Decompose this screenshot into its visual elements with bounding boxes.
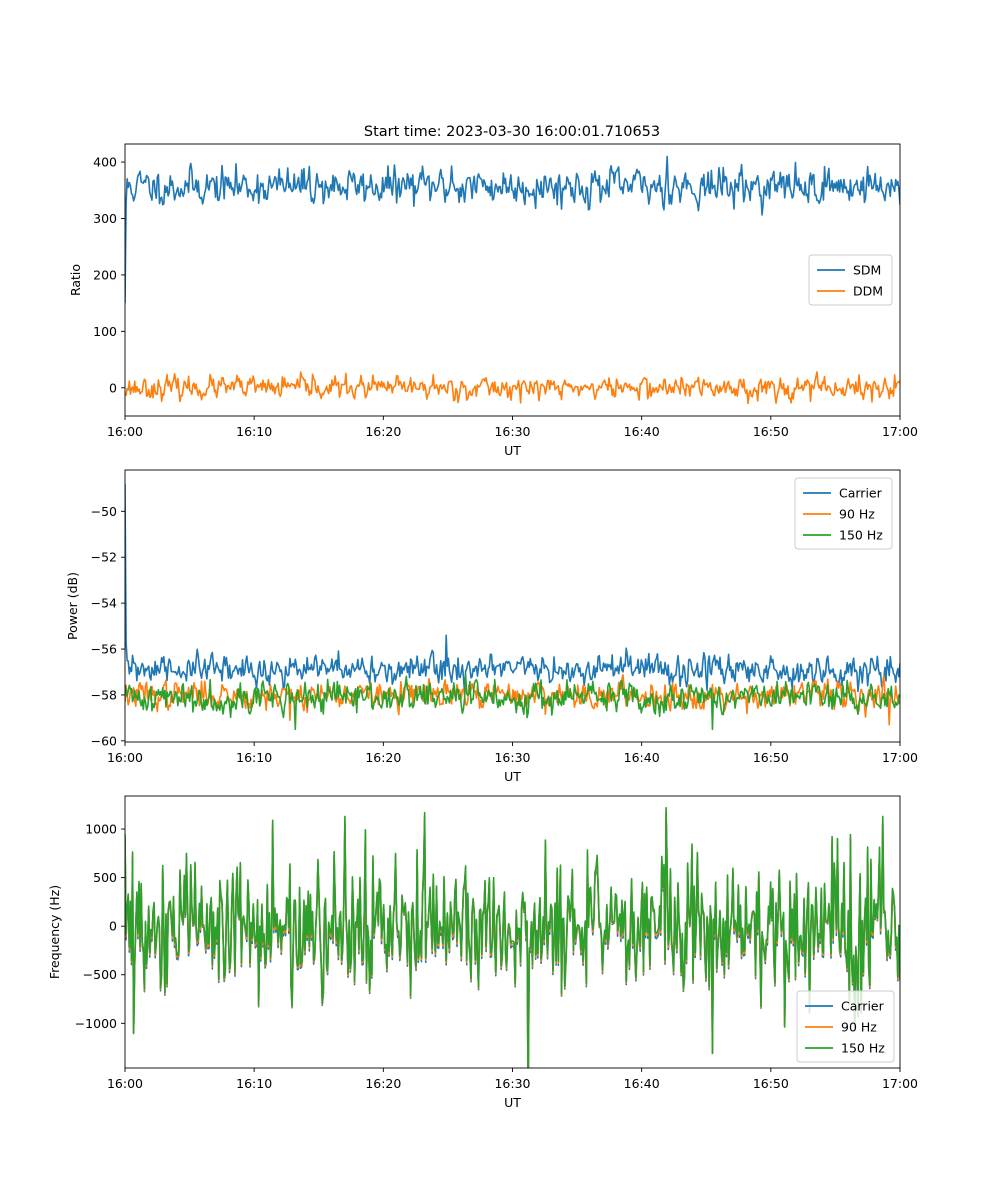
y-tick-label: 1000 — [85, 822, 117, 837]
x-tick-label: 16:50 — [753, 1076, 789, 1091]
x-axis-label: UT — [504, 443, 521, 458]
x-tick-label: 17:00 — [882, 1076, 918, 1091]
y-tick-label: −58 — [91, 687, 117, 702]
legend: Carrier 90 Hz 150 Hz — [794, 477, 893, 550]
y-tick-label: 300 — [93, 211, 117, 226]
legend-label: 150 Hz — [839, 528, 883, 543]
x-tick-label: 16:40 — [624, 1076, 660, 1091]
y-axis-label: Ratio — [68, 264, 83, 296]
x-tick-label: 16:40 — [624, 424, 660, 439]
legend-box — [808, 254, 893, 306]
y-tick-label: 0 — [109, 919, 117, 934]
y-tick-label: −52 — [91, 550, 117, 565]
y-tick-label: −54 — [91, 596, 117, 611]
x-tick-label: 16:50 — [753, 750, 789, 765]
x-tick-label: 16:10 — [236, 1076, 272, 1091]
x-tick-label: 16:00 — [107, 750, 143, 765]
plot-area — [125, 483, 900, 731]
x-tick-label: 16:00 — [107, 1076, 143, 1091]
y-tick-label: −56 — [91, 642, 117, 657]
x-axis-label: UT — [504, 769, 521, 784]
x-tick-label: 16:30 — [494, 1076, 530, 1091]
y-tick-label: 500 — [93, 870, 117, 885]
x-tick-label: 16:20 — [365, 750, 401, 765]
x-tick-label: 16:10 — [236, 424, 272, 439]
figure-title: Start time: 2023-03-30 16:00:01.710653 — [364, 124, 660, 140]
x-tick-label: 16:20 — [365, 1076, 401, 1091]
y-tick-label: −50 — [91, 504, 117, 519]
y-tick-label: 200 — [93, 267, 117, 282]
legend-label: 90 Hz — [841, 1020, 877, 1035]
legend-box — [794, 477, 893, 550]
legend-box — [796, 990, 895, 1063]
series-line-carrier — [125, 483, 900, 694]
y-tick-label: −1000 — [75, 1016, 117, 1031]
y-axis-label: Power (dB) — [65, 572, 80, 640]
series-line-150-hz — [125, 806, 900, 1068]
series-line-150-hz — [125, 673, 900, 731]
x-tick-label: 16:30 — [494, 750, 530, 765]
x-tick-label: 16:40 — [624, 750, 660, 765]
x-tick-label: 16:50 — [753, 424, 789, 439]
frequency-panel: 16:00 16:10 16:20 16:30 16:40 16:50 17:00 −1000… — [47, 795, 918, 1110]
ratio-panel: 16:00 16:10 16:20 16:30 16:40 16:50 17:00 0 100 2… — [68, 143, 918, 458]
x-tick-label: 16:20 — [365, 424, 401, 439]
plot-area — [125, 155, 900, 405]
x-tick-label: 16:00 — [107, 424, 143, 439]
y-tick-label: 0 — [109, 380, 117, 395]
legend-label: 150 Hz — [841, 1041, 885, 1056]
legend: SDM DDM — [808, 254, 893, 306]
y-axis-label: Frequency (Hz) — [47, 885, 62, 979]
plot-area — [125, 806, 900, 1068]
x-tick-label: 16:10 — [236, 750, 272, 765]
series-line-ddm — [125, 371, 900, 405]
y-tick-label: 100 — [93, 324, 117, 339]
y-tick-label: −60 — [91, 733, 117, 748]
y-tick-label: 400 — [93, 155, 117, 170]
legend-label: Carrier — [839, 486, 883, 501]
legend: Carrier 90 Hz 150 Hz — [796, 990, 895, 1063]
x-tick-label: 17:00 — [882, 424, 918, 439]
power-panel: 16:00 16:10 16:20 16:30 16:40 16:50 17:00 −60 −5… — [65, 469, 918, 784]
legend-label: 90 Hz — [839, 507, 875, 522]
y-tick-label: −500 — [83, 967, 117, 982]
series-line-sdm — [125, 155, 900, 304]
x-axis-label: UT — [504, 1095, 521, 1110]
legend-label: Carrier — [841, 999, 885, 1014]
x-tick-label: 17:00 — [882, 750, 918, 765]
x-tick-label: 16:30 — [494, 424, 530, 439]
legend-label: SDM — [853, 263, 881, 278]
legend-label: DDM — [853, 284, 883, 299]
